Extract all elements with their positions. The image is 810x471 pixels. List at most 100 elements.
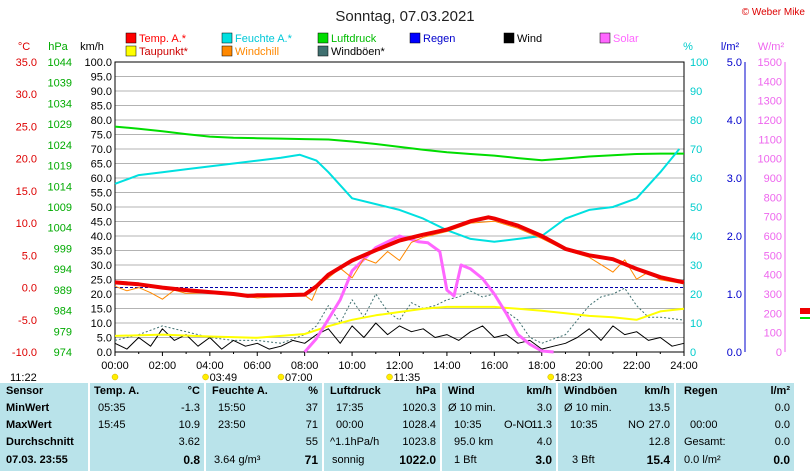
series-solar	[303, 234, 554, 354]
y-tick-wind_kmh: 35.0	[91, 246, 112, 258]
data-series	[114, 125, 685, 354]
legend-swatch	[317, 32, 329, 44]
temp-unit: °C	[187, 385, 200, 397]
weather-chart: Sonntag, 07.03.2021 © Weber Mike Temp. A…	[10, 7, 810, 383]
gust-max-dir: NO	[628, 419, 645, 431]
temp-max: 10.9	[178, 419, 200, 431]
y-tick-temp_c: -5.0	[18, 315, 37, 327]
x-tick-label: 16:00	[481, 360, 509, 372]
press-now: 1022.0	[399, 453, 436, 467]
x-tick-label: 12:00	[386, 360, 414, 372]
axis-unit-solar_wm2: W/m²	[758, 41, 785, 53]
y-tick-wind_kmh: 55.0	[91, 188, 112, 200]
y-tick-wind_kmh: 75.0	[91, 130, 112, 142]
right-edge-fragment	[800, 308, 810, 319]
y-tick-rain_lm2: 1.0	[727, 289, 742, 301]
y-tick-wind_kmh: 65.0	[91, 159, 112, 171]
y-tick-humidity_pct: 100	[690, 57, 708, 69]
axis-unit-temp_c: °C	[18, 41, 30, 53]
wind-dist: 95.0 km	[454, 436, 494, 448]
y-tick-wind_kmh: 60.0	[91, 173, 112, 185]
press-unit: hPa	[415, 385, 436, 397]
y-tick-wind_kmh: 10.0	[91, 318, 112, 330]
gust-avg: 12.8	[648, 436, 670, 448]
y-tick-humidity_pct: 30	[690, 260, 702, 272]
stats-col-humidity: Feuchte A.% 15:50 37 23:50 71 55 3.64 g/m³…	[206, 383, 322, 471]
y-tick-wind_kmh: 0.0	[97, 347, 112, 359]
y-tick-wind_kmh: 95.0	[91, 72, 112, 84]
wind-max-time: 10:35	[454, 419, 482, 431]
y-tick-temp_c: 20.0	[16, 154, 37, 166]
rain-now: 0.0	[773, 453, 790, 467]
y-tick-temp_c: 10.0	[16, 218, 37, 230]
copyright-text: © Weber Mike	[742, 7, 806, 18]
grid-lines	[115, 61, 684, 353]
press-min: 1020.3	[402, 402, 436, 414]
y-tick-pressure_hpa: 1004	[48, 223, 72, 235]
series-luftdruck	[114, 125, 684, 162]
stats-col-pressure: Luftdruck hPa 17:35 1020.3 00:00 1028.4 ^1.…	[324, 383, 440, 471]
event-marker-dot	[547, 373, 555, 381]
press-max-time: 00:00	[336, 419, 364, 431]
temp-now: 0.8	[183, 453, 200, 467]
y-tick-solar_wm2: 1300	[758, 96, 782, 108]
chart-title: Sonntag, 07.03.2021	[335, 8, 474, 25]
y-tick-solar_wm2: 800	[764, 192, 782, 204]
axis-unit-rain_lm2: l/m²	[721, 41, 740, 53]
legend-label: Feuchte A.*	[235, 33, 293, 45]
y-tick-temp_c: 35.0	[16, 57, 37, 69]
wind-avg: 4.0	[536, 436, 552, 448]
y-tick-temp_c: 15.0	[16, 186, 37, 198]
x-axis: 00:00 02:00 04:00 06:00 08:00 10:00 12:00 14:00…	[101, 352, 698, 372]
y-tick-pressure_hpa: 974	[54, 347, 72, 359]
y-tick-humidity_pct: 90	[690, 86, 702, 98]
wind-min-label: Ø 10 min.	[448, 402, 496, 414]
series-feuchte-a-	[114, 148, 681, 243]
rain-now-text: 0.0 l/m²	[684, 454, 721, 466]
series-taupunkt-	[114, 305, 685, 339]
wind-min: 3.0	[536, 402, 552, 414]
x-tick-label: 20:00	[575, 360, 603, 372]
y-tick-humidity_pct: 70	[690, 144, 702, 156]
x-tick-label: 04:00	[196, 360, 224, 372]
series-temp-a-	[114, 215, 685, 298]
axis-unit-pressure_hpa: hPa	[48, 41, 68, 53]
y-tick-wind_kmh: 40.0	[91, 231, 112, 243]
y-tick-pressure_hpa: 984	[54, 306, 72, 318]
y-tick-pressure_hpa: 999	[54, 243, 72, 255]
y-tick-pressure_hpa: 989	[54, 285, 72, 297]
wind-max: 11.3	[531, 419, 552, 431]
series-windchill	[114, 220, 685, 301]
wind-title: Wind	[448, 385, 475, 397]
event-marker-dot	[277, 373, 285, 381]
x-tick-label: 14:00	[433, 360, 461, 372]
stats-date-label: 07.03. 23:55	[6, 454, 68, 466]
legend-swatch	[125, 45, 137, 57]
legend-label: Regen	[423, 33, 455, 45]
y-tick-pressure_hpa: 1019	[48, 161, 72, 173]
stats-avg-label: Durchschnitt	[6, 436, 74, 448]
x-tick-label: 08:00	[291, 360, 319, 372]
legend-label: Wind	[517, 33, 542, 45]
x-tick-label: 18:00	[528, 360, 556, 372]
stats-col-temp: Temp. A. °C 05:35 -1.3 15:45 10.9 3.62 0.8	[90, 383, 204, 471]
y-axes: 35.0 30.0 25.0 20.0 15.0 10.0 5.0 0.0 -5.0 -10.0 1…	[12, 57, 786, 359]
y-tick-pressure_hpa: 1024	[48, 140, 72, 152]
y-tick-solar_wm2: 0	[776, 347, 782, 359]
hum-unit: %	[308, 385, 318, 397]
rain-total-label: Gesamt:	[684, 436, 726, 448]
y-tick-wind_kmh: 5.0	[97, 333, 112, 345]
wind-max-dir: O-NO	[504, 419, 533, 431]
wind-unit: km/h	[526, 385, 552, 397]
gust-title: Windböen	[564, 385, 618, 397]
y-tick-solar_wm2: 700	[764, 212, 782, 224]
hum-abs: 3.64 g/m³	[214, 454, 261, 466]
x-tick-label: 06:00	[243, 360, 271, 372]
y-tick-solar_wm2: 400	[764, 270, 782, 282]
legend-swatch	[221, 32, 233, 44]
stats-sensor-header: Sensor	[6, 385, 44, 397]
temp-min: -1.3	[181, 402, 200, 414]
y-tick-humidity_pct: 80	[690, 115, 702, 127]
legend-swatch	[599, 32, 611, 44]
hum-min: 37	[305, 402, 318, 414]
